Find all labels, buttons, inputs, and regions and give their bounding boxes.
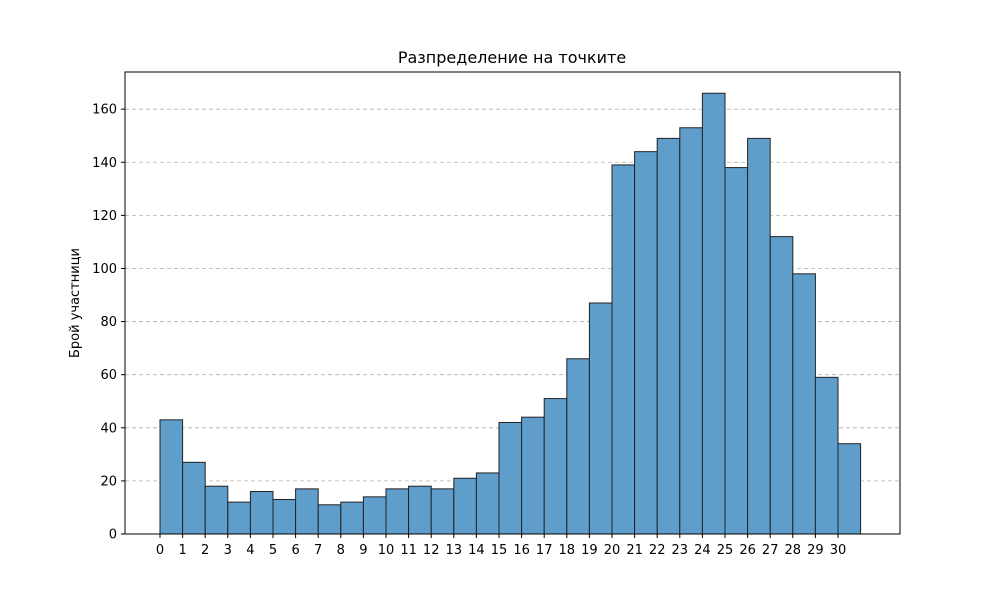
bar — [295, 488, 319, 535]
bar — [204, 485, 229, 535]
x-tick-label: 5 — [269, 543, 277, 558]
x-tick-label: 21 — [626, 543, 643, 558]
x-tick-label: 28 — [785, 543, 802, 558]
x-tick-label: 27 — [762, 543, 779, 558]
plot-frame — [124, 71, 901, 535]
bar — [679, 127, 703, 535]
bar — [543, 398, 568, 535]
x-tick-label: 15 — [491, 543, 508, 558]
y-tick-label: 0 — [109, 528, 117, 543]
bar — [227, 501, 251, 535]
x-tick-label: 0 — [156, 543, 164, 558]
x-tick-label: 30 — [830, 543, 847, 558]
chart-title: Разпределение на точките — [398, 48, 626, 67]
bar — [701, 92, 726, 535]
bar — [475, 472, 500, 535]
x-tick-label: 24 — [694, 543, 711, 558]
bar — [159, 419, 184, 535]
bar — [385, 488, 410, 535]
bar — [792, 273, 816, 535]
x-tick-label: 14 — [468, 543, 485, 558]
x-tick-label: 26 — [739, 543, 756, 558]
bar — [566, 358, 590, 535]
bar — [272, 498, 297, 535]
x-tick-label: 22 — [649, 543, 666, 558]
y-tick-label: 20 — [100, 474, 117, 489]
bar — [362, 496, 387, 535]
x-tick-label: 6 — [291, 543, 299, 558]
y-tick-label: 80 — [100, 315, 117, 330]
bar — [656, 137, 681, 535]
bar — [498, 421, 523, 535]
x-tick-label: 7 — [314, 543, 322, 558]
y-tick-label: 140 — [92, 156, 117, 171]
x-tick-label: 19 — [581, 543, 598, 558]
y-axis-label: Брой участници — [68, 248, 83, 358]
y-tick-label: 60 — [100, 368, 117, 383]
x-tick-label: 9 — [359, 543, 367, 558]
bar — [611, 164, 636, 535]
y-tick-label: 100 — [92, 262, 117, 277]
x-tick-label: 18 — [559, 543, 576, 558]
bar — [769, 236, 794, 535]
bar — [588, 302, 613, 535]
bar — [249, 491, 274, 535]
bar — [724, 167, 749, 535]
x-tick-label: 2 — [201, 543, 209, 558]
bar — [182, 461, 206, 535]
x-tick-label: 16 — [513, 543, 530, 558]
x-tick-label: 8 — [337, 543, 345, 558]
y-tick-label: 40 — [100, 421, 117, 436]
x-tick-label: 10 — [378, 543, 395, 558]
x-tick-label: 13 — [446, 543, 463, 558]
bar — [521, 416, 545, 535]
x-tick-label: 4 — [246, 543, 254, 558]
x-tick-label: 3 — [224, 543, 232, 558]
x-axis: 0 1 2 3 4 5 6 7 8 9 10 11 12 13 14 15 16 17 18 19 20 21 22 23 24… — [156, 534, 846, 558]
y-axis: 0 20 40 60 80 100 120 140 160 — [92, 103, 125, 543]
bar — [634, 151, 658, 535]
bar — [837, 443, 862, 535]
bar — [317, 504, 342, 535]
x-tick-label: 11 — [400, 543, 417, 558]
bar — [408, 485, 432, 535]
x-tick-label: 1 — [178, 543, 186, 558]
bar — [747, 137, 771, 535]
gridlines — [125, 108, 900, 482]
x-tick-label: 12 — [423, 543, 440, 558]
x-tick-label: 17 — [536, 543, 553, 558]
bars — [159, 92, 862, 535]
bar — [340, 501, 364, 535]
x-tick-label: 23 — [672, 543, 689, 558]
bar — [430, 488, 455, 535]
x-tick-label: 20 — [604, 543, 621, 558]
y-tick-label: 120 — [92, 209, 117, 224]
x-tick-label: 25 — [717, 543, 734, 558]
x-tick-label: 29 — [807, 543, 824, 558]
y-tick-label: 160 — [92, 103, 117, 118]
bar — [453, 477, 477, 535]
bar — [814, 376, 839, 535]
